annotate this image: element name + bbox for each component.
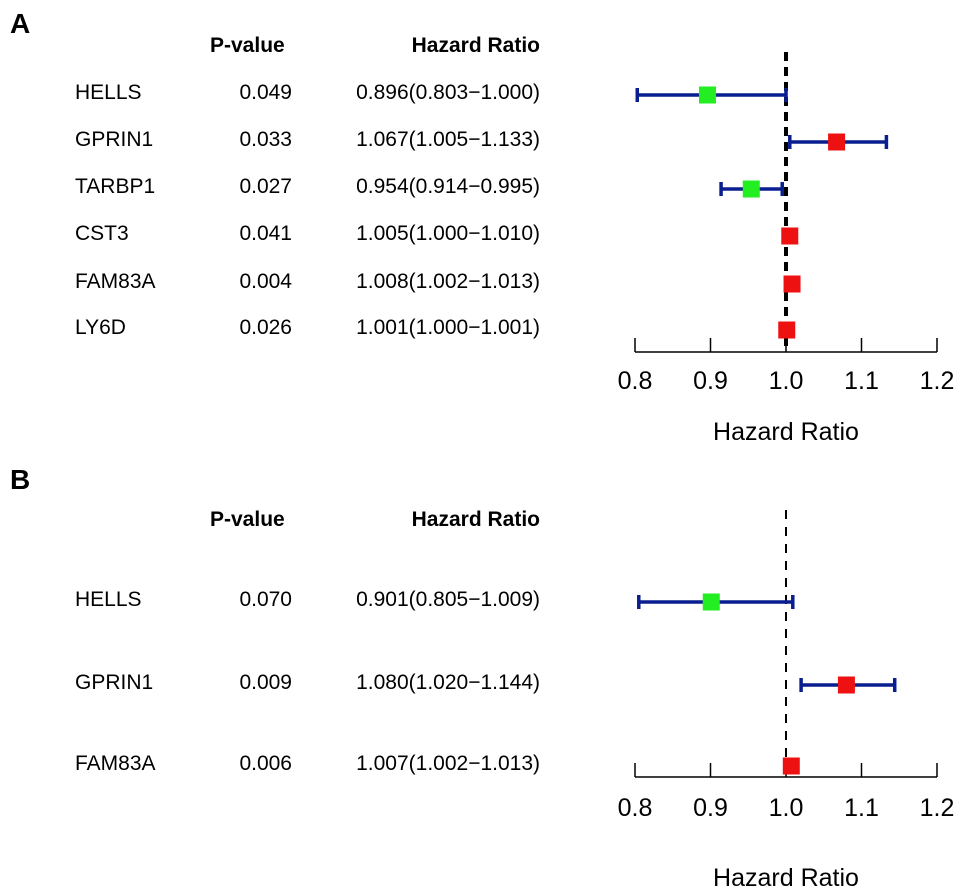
hazard-ratio-ci: 0.896(0.803−1.000) <box>356 81 540 104</box>
gene-name: GPRIN1 <box>75 671 154 694</box>
x-tick-label: 0.9 <box>693 794 728 822</box>
hazard-ratio-point <box>742 180 760 198</box>
forest-row-mark <box>778 321 796 339</box>
table-row: LY6D 0.026 1.001(1.000−1.001) <box>0 316 560 346</box>
forest-row-mark <box>719 180 784 198</box>
p-value: 0.033 <box>239 128 292 151</box>
x-axis-title: Hazard Ratio <box>713 864 859 892</box>
gene-name: LY6D <box>75 316 126 339</box>
forest-panel-a: A P-value Hazard Ratio HELLS 0.049 0.896(0… <box>0 8 955 446</box>
forest-row-mark <box>788 133 889 151</box>
forest-row-mark <box>635 86 788 104</box>
table-row: CST3 0.041 1.005(1.000−1.010) <box>0 222 560 252</box>
p-value: 0.004 <box>239 270 292 293</box>
x-tick-label: 1.1 <box>844 367 879 395</box>
p-value: 0.041 <box>239 222 292 245</box>
gene-name: TARBP1 <box>75 175 156 198</box>
gene-name: HELLS <box>75 588 142 611</box>
x-tick-label: 1.0 <box>769 794 804 822</box>
hazard-ratio-point <box>828 133 846 151</box>
p-value: 0.006 <box>239 752 292 775</box>
hazard-ratio-point <box>698 86 716 104</box>
x-tick-label: 1.0 <box>769 367 804 395</box>
p-value: 0.026 <box>239 316 292 339</box>
table-row: HELLS 0.070 0.901(0.805−1.009) <box>0 588 560 618</box>
x-tick-label: 1.2 <box>920 794 955 822</box>
x-tick-label: 1.1 <box>844 794 879 822</box>
hazard-ratio-point <box>781 227 799 245</box>
x-axis-title: Hazard Ratio <box>713 418 859 446</box>
hazard-ratio-ci: 0.901(0.805−1.009) <box>356 588 540 611</box>
p-value: 0.009 <box>239 671 292 694</box>
pvalue-header: P-value <box>210 508 285 531</box>
gene-name: FAM83A <box>75 270 156 293</box>
hazard-ratio-ci: 1.080(1.020−1.144) <box>356 671 540 694</box>
hazard-ratio-ci: 1.007(1.002−1.013) <box>356 752 540 775</box>
hazard-ratio-ci: 0.954(0.914−0.995) <box>356 175 540 198</box>
forest-plot: 0.8 0.9 1.0 1.1 1.2 Hazard Ratio <box>618 52 955 446</box>
hazard-ratio-point <box>778 321 796 339</box>
panel-label: B <box>10 464 31 495</box>
hazard-ratio-header: Hazard Ratio <box>411 34 540 57</box>
forest-row-mark <box>637 593 795 611</box>
table-row: FAM83A 0.006 1.007(1.002−1.013) <box>0 752 560 782</box>
forest-plot: 0.8 0.9 1.0 1.1 1.2 Hazard Ratio <box>618 510 955 892</box>
table-row: TARBP1 0.027 0.954(0.914−0.995) <box>0 175 560 205</box>
x-tick-label: 0.8 <box>618 367 653 395</box>
forest-row-mark <box>799 676 897 694</box>
gene-name: CST3 <box>75 222 129 245</box>
panel-label: A <box>10 8 31 39</box>
x-tick-label: 1.2 <box>920 367 955 395</box>
forest-row-mark <box>781 227 799 245</box>
hazard-ratio-ci: 1.008(1.002−1.013) <box>356 270 540 293</box>
table-row: HELLS 0.049 0.896(0.803−1.000) <box>0 81 560 111</box>
hazard-ratio-point <box>702 593 720 611</box>
p-value: 0.049 <box>239 81 292 104</box>
hazard-ratio-ci: 1.005(1.000−1.010) <box>356 222 540 245</box>
gene-name: FAM83A <box>75 752 156 775</box>
x-tick-label: 0.9 <box>693 367 728 395</box>
forest-row-mark <box>782 757 800 775</box>
hazard-ratio-ci: 1.001(1.000−1.001) <box>356 316 540 339</box>
hazard-ratio-point <box>783 275 801 293</box>
forest-panel-b: B P-value Hazard Ratio HELLS 0.070 0.901(0… <box>0 450 969 895</box>
table-row: GPRIN1 0.009 1.080(1.020−1.144) <box>0 671 560 701</box>
x-tick-label: 0.8 <box>618 794 653 822</box>
pvalue-header: P-value <box>210 34 285 57</box>
hazard-ratio-point <box>837 676 855 694</box>
forest-row-mark <box>783 275 801 293</box>
table-row: GPRIN1 0.033 1.067(1.005−1.133) <box>0 128 560 158</box>
gene-name: GPRIN1 <box>75 128 154 151</box>
p-value: 0.027 <box>239 175 292 198</box>
hazard-ratio-header: Hazard Ratio <box>411 508 540 531</box>
hazard-ratio-ci: 1.067(1.005−1.133) <box>356 128 540 151</box>
p-value: 0.070 <box>239 588 292 611</box>
gene-name: HELLS <box>75 81 142 104</box>
table-row: FAM83A 0.004 1.008(1.002−1.013) <box>0 270 560 300</box>
hazard-ratio-point <box>782 757 800 775</box>
